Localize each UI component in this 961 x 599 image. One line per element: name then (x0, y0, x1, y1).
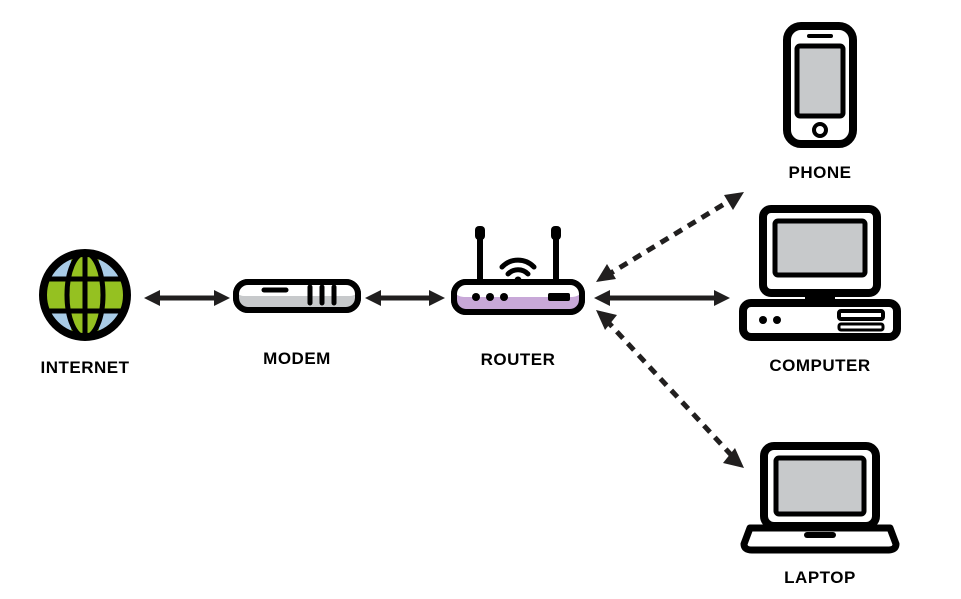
node-phone: PHONE (775, 20, 865, 183)
node-router: ROUTER (448, 222, 588, 370)
computer-icon (735, 203, 905, 343)
laptop-label: LAPTOP (740, 568, 900, 588)
edge-router-phone (590, 182, 750, 292)
edge-internet-modem (142, 286, 232, 310)
edge-router-laptop (590, 304, 750, 474)
node-laptop: LAPTOP (740, 440, 900, 588)
modem-label: MODEM (232, 349, 362, 369)
phone-icon (775, 20, 865, 150)
globe-icon (35, 245, 135, 345)
router-label: ROUTER (448, 350, 588, 370)
computer-label: COMPUTER (735, 356, 905, 376)
phone-label: PHONE (775, 163, 865, 183)
node-internet: INTERNET (30, 245, 140, 378)
laptop-icon (740, 440, 900, 555)
modem-icon (232, 276, 362, 316)
router-icon (448, 222, 588, 317)
node-modem: MODEM (232, 276, 362, 369)
internet-label: INTERNET (30, 358, 140, 378)
node-computer: COMPUTER (735, 203, 905, 376)
edge-modem-router (363, 286, 447, 310)
